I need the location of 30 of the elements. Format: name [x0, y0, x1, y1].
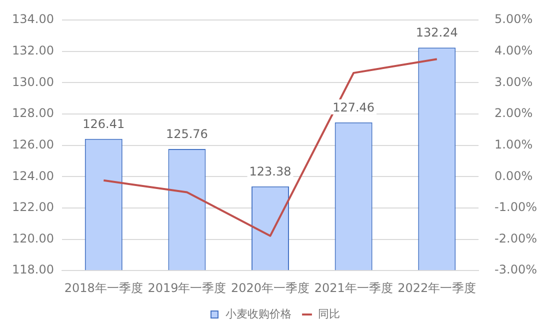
y2-tick-label: 5.00% [494, 12, 533, 26]
y2-tick-label: 0.00% [494, 168, 533, 183]
y2-tick-label: 3.00% [494, 74, 533, 89]
legend-label: 小麦收购价格 [226, 307, 292, 320]
y-tick-label: 118.00 [12, 262, 54, 277]
y2-tick-label: -3.00% [494, 262, 537, 277]
x-tick-label: 2018年一季度 [64, 280, 143, 295]
y-tick-label: 132.00 [12, 43, 54, 58]
data-label: 125.76 [166, 127, 208, 142]
x-tick-label: 2021年一季度 [314, 280, 393, 295]
y-tick-label: 120.00 [12, 231, 54, 246]
y-tick-label: 124.00 [12, 168, 54, 183]
x-tick-label: 2020年一季度 [230, 280, 310, 295]
y-tick-label: 122.00 [12, 200, 54, 214]
y2-tick-label: -1.00% [494, 200, 537, 214]
y-tick-label: 134.00 [12, 12, 54, 26]
y2-tick-label: 4.00% [494, 43, 533, 58]
y-tick-label: 130.00 [12, 74, 54, 89]
x-tick-label: 2022年一季度 [398, 280, 476, 295]
data-label: 132.24 [416, 26, 458, 40]
data-label: 126.41 [82, 117, 125, 132]
y2-tick-label: 1.00% [494, 137, 533, 152]
legend-label: 同比 [318, 307, 340, 320]
y2-tick-label: -2.00% [494, 231, 537, 246]
y-tick-label: 126.00 [12, 137, 54, 152]
data-label: 123.38 [249, 164, 292, 178]
data-label: 127.46 [332, 100, 375, 115]
x-tick-label: 2019年一季度 [148, 280, 226, 295]
y2-tick-label: 2.00% [494, 106, 533, 120]
y-tick-label: 128.00 [12, 106, 54, 120]
